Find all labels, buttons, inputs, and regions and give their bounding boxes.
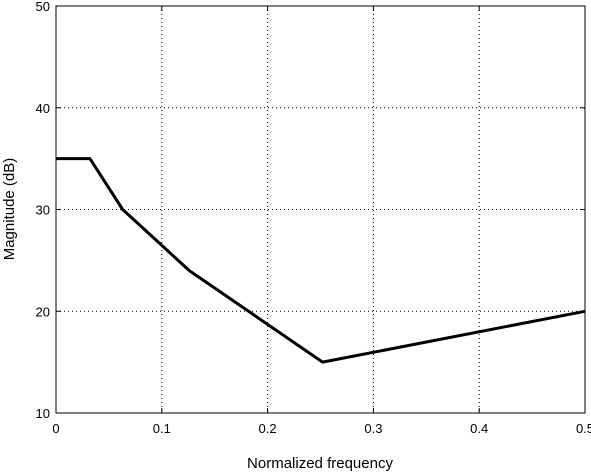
x-tick-label: 0.1 <box>153 421 171 436</box>
y-tick-label: 40 <box>36 101 50 116</box>
y-tick-label: 30 <box>36 203 50 218</box>
y-tick-label: 20 <box>36 304 50 319</box>
y-tick-label: 50 <box>36 0 50 14</box>
y-tick-label: 10 <box>36 406 50 421</box>
series-group <box>56 157 586 364</box>
x-tick-label: 0.4 <box>470 421 488 436</box>
x-tick-label: 0.5 <box>576 421 591 436</box>
series-line <box>56 157 586 364</box>
x-tick-label: 0.2 <box>259 421 277 436</box>
axis-ticks: 0 0.1 0.2 0.3 0.4 0.5 10 20 30 40 50 <box>36 0 591 436</box>
y-axis-title: Magnitude (dB) <box>1 158 18 261</box>
x-axis-title: Normalized frequency <box>247 455 393 472</box>
x-tick-label: 0 <box>52 421 59 436</box>
x-tick-label: 0.3 <box>364 421 382 436</box>
grid <box>56 6 585 413</box>
